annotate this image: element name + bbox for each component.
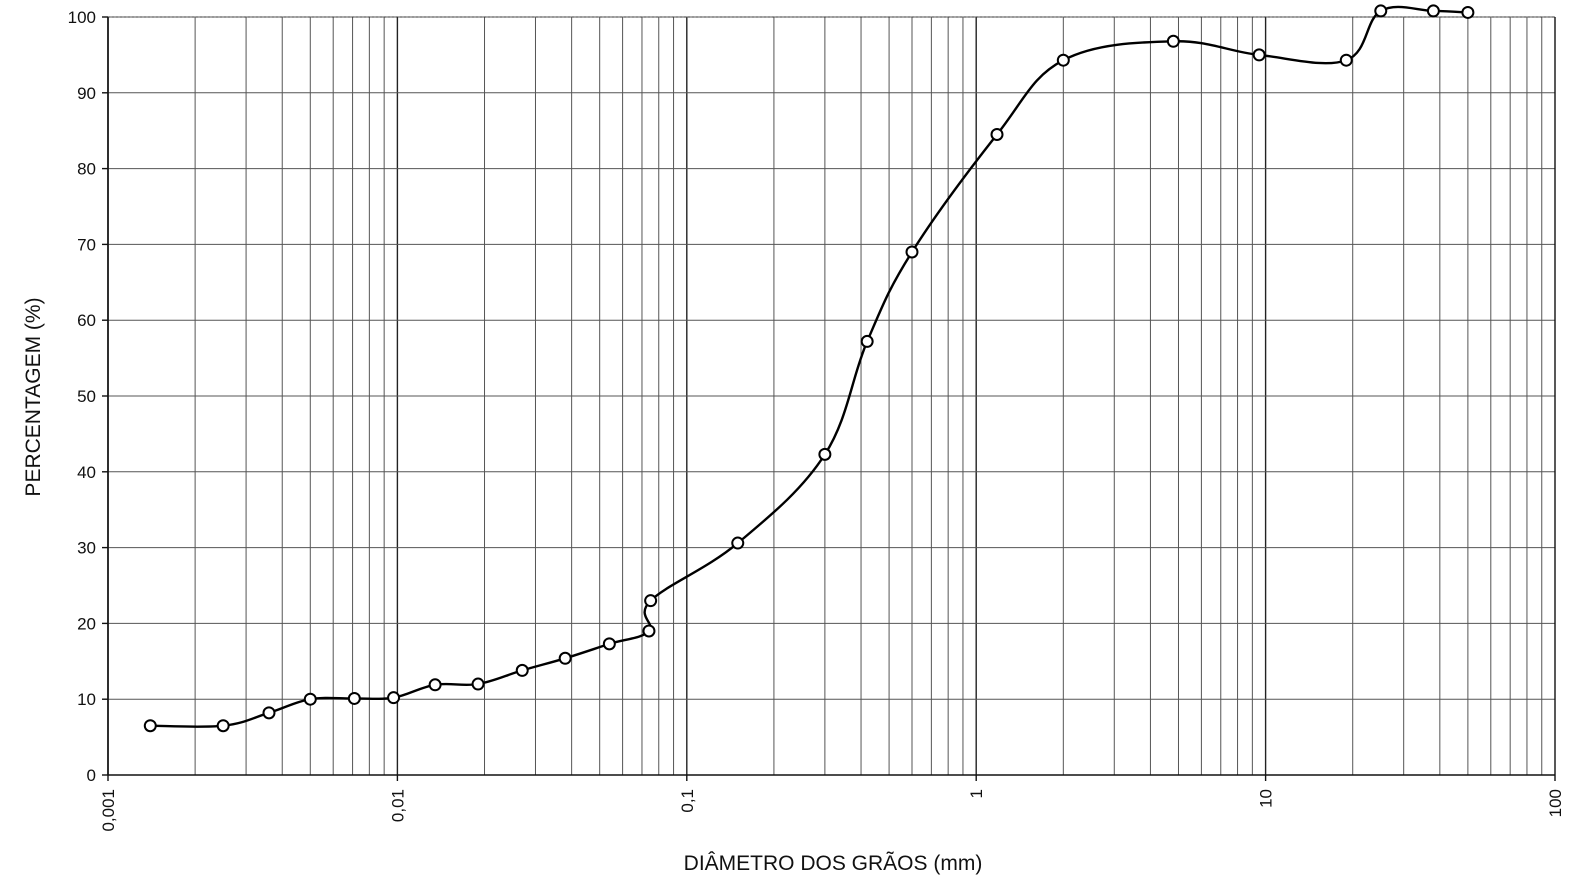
data-point: [303, 692, 317, 706]
data-point: [1056, 53, 1070, 67]
data-point: [428, 678, 442, 692]
data-point: [216, 719, 230, 733]
x-tick-label: 10: [1257, 789, 1276, 808]
data-point: [515, 663, 529, 677]
x-axis-title: DIÂMETRO DOS GRÃOS (mm): [684, 851, 983, 875]
data-point: [602, 637, 616, 651]
x-tick-label: 0,1: [678, 789, 697, 813]
y-tick-label: 30: [77, 539, 96, 558]
data-point: [818, 447, 832, 461]
y-tick-label: 0: [87, 766, 96, 785]
y-tick-label: 100: [68, 8, 96, 27]
y-tick-label: 80: [77, 160, 96, 179]
data-point: [1339, 53, 1353, 67]
data-series: [143, 4, 1475, 733]
x-tick-label: 0,01: [388, 789, 407, 822]
y-tick-label: 40: [77, 463, 96, 482]
data-point: [387, 691, 401, 705]
y-axis-title: PERCENTAGEM (%): [22, 297, 45, 496]
data-point: [1374, 4, 1388, 18]
y-tick-label: 10: [77, 690, 96, 709]
data-point: [471, 677, 485, 691]
chart-grid: [107, 16, 1555, 776]
y-tick-label: 70: [77, 235, 96, 254]
y-tick-label: 20: [77, 614, 96, 633]
data-point: [1166, 34, 1180, 48]
y-tick-label: 50: [77, 387, 96, 406]
data-point: [347, 691, 361, 705]
data-point: [731, 536, 745, 550]
data-point: [642, 624, 656, 638]
data-point: [143, 719, 157, 733]
y-tick-labels: 0 10 20 30 40 50 60 70 80 90 100: [68, 8, 108, 785]
series-line: [150, 5, 1468, 728]
y-tick-label: 60: [77, 311, 96, 330]
data-point: [860, 334, 874, 348]
x-tick-label: 100: [1546, 789, 1565, 817]
data-point: [644, 594, 658, 608]
data-point: [558, 651, 572, 665]
data-point: [1426, 4, 1440, 18]
x-tick-labels: 0,001 0,01 0,1 1 10 100: [99, 775, 1565, 832]
y-tick-label: 90: [77, 84, 96, 103]
data-point: [1461, 5, 1475, 19]
data-point: [1252, 48, 1266, 62]
x-tick-label: 0,001: [99, 789, 118, 832]
data-point: [990, 127, 1004, 141]
data-point: [262, 706, 276, 720]
data-point: [905, 245, 919, 259]
x-tick-label: 1: [967, 789, 986, 798]
